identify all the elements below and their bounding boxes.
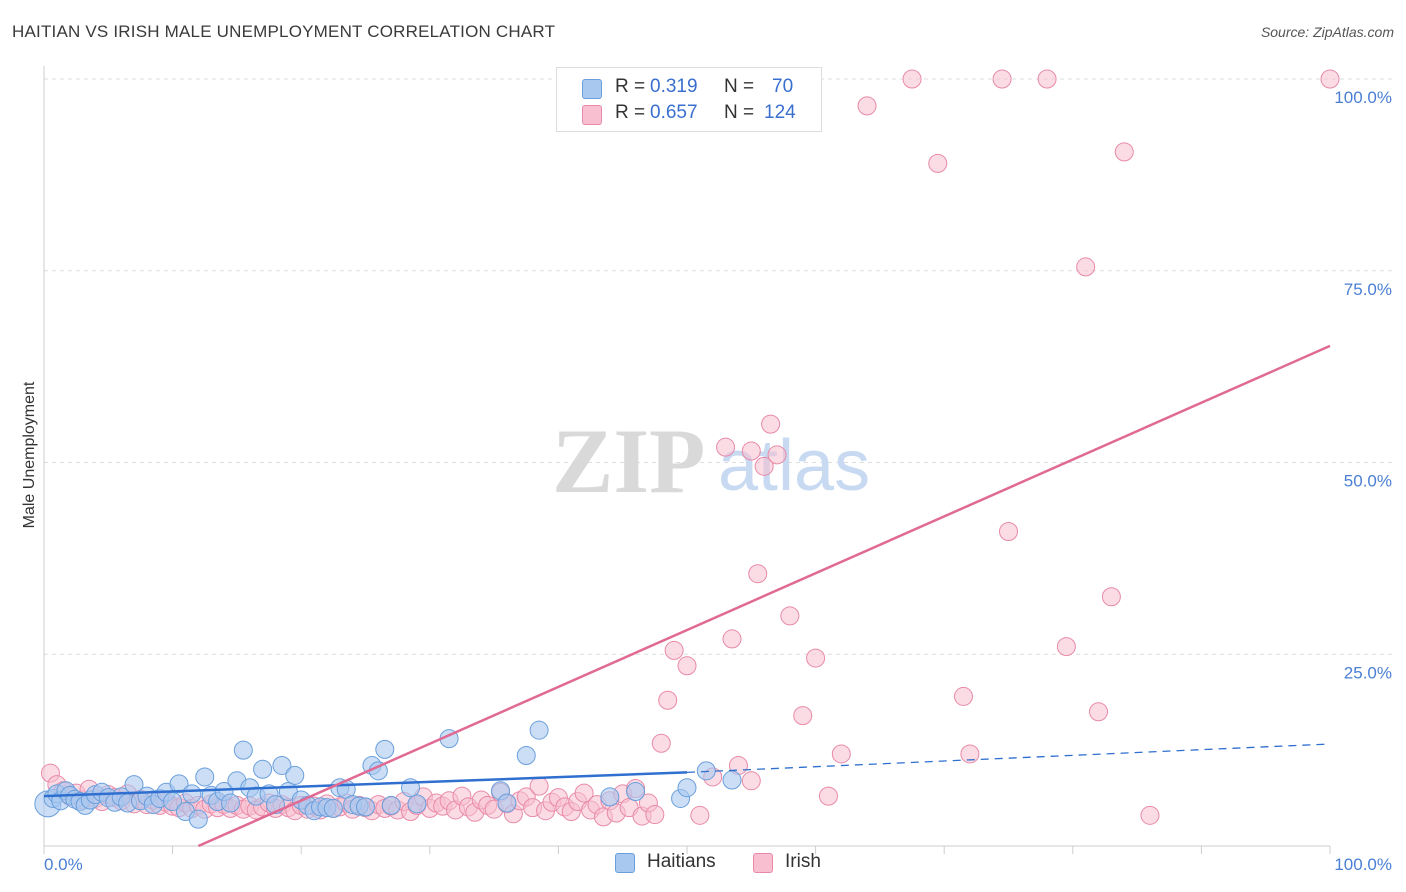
haitians-point bbox=[220, 793, 240, 813]
chart-title: HAITIAN VS IRISH MALE UNEMPLOYMENT CORRE… bbox=[12, 22, 556, 41]
irish-point bbox=[953, 686, 973, 706]
y-tick-label: 25.0% bbox=[1344, 663, 1392, 682]
correlation-legend: R = 0.319 N = 70 R = 0.657 N = 124 bbox=[556, 67, 822, 132]
irish-point bbox=[780, 606, 800, 626]
legend-n-label: N = bbox=[724, 76, 755, 97]
y-tick-label: 50.0% bbox=[1344, 472, 1392, 491]
irish-swatch bbox=[582, 105, 602, 125]
trend-lines bbox=[43, 344, 1331, 848]
irish-point bbox=[651, 733, 671, 753]
watermark-zip: ZIP bbox=[552, 410, 705, 512]
irish-point bbox=[806, 648, 826, 668]
irish-point bbox=[818, 786, 838, 806]
irish-point bbox=[1320, 69, 1340, 89]
irish-point bbox=[1037, 69, 1057, 89]
irish-legend-label: Irish bbox=[785, 851, 821, 872]
irish-point bbox=[722, 629, 742, 649]
haitians-r-value: 0.319 bbox=[650, 76, 698, 97]
haitians-point bbox=[272, 755, 292, 775]
haitians-point bbox=[285, 765, 305, 785]
irish-n-value: 124 bbox=[764, 102, 796, 123]
gridlines bbox=[44, 78, 1392, 655]
irish-point bbox=[690, 805, 710, 825]
haitians-point bbox=[195, 767, 215, 787]
irish-point bbox=[1140, 805, 1160, 825]
haitians-point bbox=[722, 770, 742, 790]
y-tick-label: 100.0% bbox=[1334, 88, 1392, 107]
irish-point bbox=[1076, 257, 1096, 277]
haitians-point bbox=[600, 787, 620, 807]
haitians-legend-swatch bbox=[615, 853, 635, 873]
haitians-point bbox=[323, 798, 343, 818]
irish-point bbox=[1056, 637, 1076, 657]
haitians-legend-label: Haitians bbox=[647, 851, 716, 872]
y-axis-label: Male Unemployment bbox=[21, 381, 38, 528]
irish-trend-line bbox=[197, 344, 1331, 848]
watermark: ZIP atlas bbox=[552, 410, 870, 512]
irish-r-value: 0.657 bbox=[650, 102, 698, 123]
irish-point bbox=[741, 441, 761, 461]
haitians-trend-line bbox=[43, 771, 688, 798]
irish-point bbox=[793, 706, 813, 726]
irish-point bbox=[677, 656, 697, 676]
irish-point bbox=[741, 771, 761, 791]
haitians-point bbox=[188, 809, 208, 829]
irish-point bbox=[754, 456, 774, 476]
irish-point bbox=[960, 744, 980, 764]
y-tick-label: 75.0% bbox=[1344, 280, 1392, 299]
haitians-point bbox=[233, 740, 253, 760]
irish-point bbox=[716, 437, 736, 457]
irish-point bbox=[1101, 587, 1121, 607]
haitians-point bbox=[356, 797, 375, 817]
irish-point bbox=[1114, 142, 1134, 162]
legend-r-label: R = bbox=[615, 102, 646, 123]
irish-point bbox=[761, 414, 781, 434]
haitians-point bbox=[529, 720, 549, 740]
legend-r-label: R = bbox=[615, 76, 646, 97]
haitians-point bbox=[169, 774, 189, 794]
irish-point bbox=[902, 69, 922, 89]
haitians-point bbox=[253, 759, 273, 779]
irish-point bbox=[664, 640, 684, 660]
haitians-point bbox=[677, 778, 697, 798]
tick-labels: 25.0% 50.0% 75.0% 100.0% 0.0% 100.0% bbox=[44, 88, 1392, 874]
haitians-point bbox=[375, 739, 395, 759]
irish-legend-swatch bbox=[753, 853, 773, 873]
irish-point bbox=[658, 690, 678, 710]
irish-point bbox=[831, 744, 851, 764]
haitians-trend-extension bbox=[686, 743, 1331, 774]
irish-point bbox=[574, 783, 594, 803]
haitians-swatch bbox=[582, 79, 602, 99]
x-tick-label: 0.0% bbox=[44, 855, 83, 874]
haitians-point bbox=[381, 795, 401, 815]
irish-point bbox=[748, 564, 768, 584]
irish-point bbox=[1089, 702, 1109, 722]
irish-point bbox=[645, 805, 665, 825]
haitians-point bbox=[516, 745, 536, 765]
irish-point bbox=[928, 153, 948, 173]
haitians-point bbox=[407, 794, 427, 814]
irish-point bbox=[529, 776, 549, 796]
x-tick-label: 100.0% bbox=[1334, 855, 1392, 874]
axes bbox=[43, 66, 1331, 854]
irish-point bbox=[999, 522, 1018, 542]
watermark-atlas: atlas bbox=[718, 426, 870, 506]
chart-source: Source: ZipAtlas.com bbox=[1260, 24, 1394, 40]
haitians-n-value: 70 bbox=[772, 76, 794, 97]
irish-point bbox=[992, 69, 1012, 89]
irish-point bbox=[857, 96, 877, 116]
irish-point bbox=[767, 445, 787, 465]
haitians-point bbox=[626, 782, 646, 802]
haitians-point bbox=[696, 761, 716, 781]
haitians-point bbox=[497, 793, 517, 813]
haitians-point bbox=[182, 784, 202, 804]
legend-n-label: N = bbox=[724, 102, 755, 123]
